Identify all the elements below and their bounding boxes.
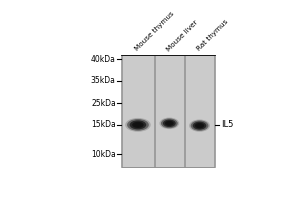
Ellipse shape (161, 118, 178, 128)
Text: 15kDa: 15kDa (91, 120, 116, 129)
Ellipse shape (135, 123, 141, 127)
Text: IL5: IL5 (221, 120, 233, 129)
Ellipse shape (163, 120, 176, 127)
Ellipse shape (197, 124, 202, 127)
Text: 35kDa: 35kDa (91, 76, 116, 85)
Ellipse shape (195, 123, 204, 128)
Ellipse shape (167, 122, 172, 125)
Text: Mouse thymus: Mouse thymus (134, 11, 175, 52)
Ellipse shape (165, 121, 174, 126)
Text: 40kDa: 40kDa (91, 55, 116, 64)
Text: Mouse liver: Mouse liver (165, 19, 199, 52)
Bar (122, 55, 154, 167)
Ellipse shape (130, 120, 146, 129)
Ellipse shape (127, 119, 149, 131)
Ellipse shape (132, 122, 144, 128)
Ellipse shape (159, 118, 179, 129)
Ellipse shape (191, 120, 208, 131)
Text: Rat thymus: Rat thymus (195, 19, 229, 52)
Bar (121, 55, 215, 167)
Text: 10kDa: 10kDa (91, 150, 116, 159)
Bar (185, 55, 214, 167)
Ellipse shape (189, 119, 210, 132)
Ellipse shape (193, 122, 206, 130)
Bar (155, 55, 184, 167)
Ellipse shape (125, 118, 151, 132)
Text: 25kDa: 25kDa (91, 99, 116, 108)
